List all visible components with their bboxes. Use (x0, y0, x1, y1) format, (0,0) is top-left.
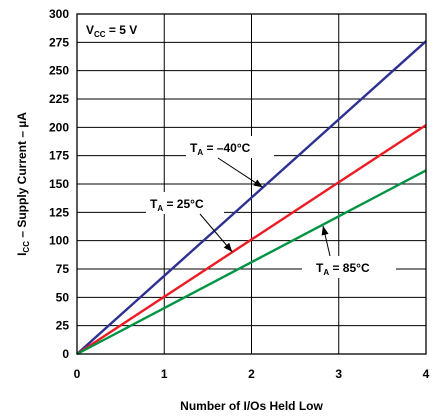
annotation-label-background (302, 256, 396, 278)
title-layer: Number of I/Os Held Low ICC – Supply Curr… (15, 112, 323, 413)
annotation-arrowhead-1 (253, 179, 263, 188)
condition-label-background (82, 18, 160, 40)
annotation-arrowhead-2 (223, 242, 233, 252)
x-tick-label: 3 (335, 367, 342, 381)
y-tick-label: 100 (49, 234, 69, 248)
plot-frame (76, 13, 427, 355)
y-tick-label: 200 (49, 120, 69, 134)
y-tick-label: 175 (49, 149, 69, 163)
y-tick-label: 300 (49, 7, 69, 21)
series-line-2 (76, 124, 427, 356)
frame-layer (76, 13, 427, 355)
y-tick-label: 250 (49, 64, 69, 78)
x-tick-label: 1 (161, 367, 168, 381)
annotation-label-3: TA = 85°C (316, 261, 370, 277)
series-layer (76, 40, 427, 356)
series-line-1 (76, 40, 427, 355)
x-tick-label: 2 (248, 367, 255, 381)
y-tick-label: 125 (49, 205, 69, 219)
y-tick-label: 75 (56, 262, 70, 276)
x-tick-label: 0 (74, 367, 81, 381)
y-tick-label: 150 (49, 177, 69, 191)
y-axis-title: ICC – Supply Current – µA (15, 112, 31, 256)
condition-label: VCC = 5 V (86, 23, 137, 39)
annotation-label-2: TA = 25°C (150, 197, 204, 213)
x-tick-label: 4 (423, 367, 430, 381)
annotation-label-background (186, 136, 274, 158)
series-line-3 (76, 169, 427, 356)
annotation-label-background (146, 192, 224, 214)
y-tick-label: 25 (56, 319, 70, 333)
x-axis-title: Number of I/Os Held Low (180, 399, 323, 413)
grid-layer (77, 14, 426, 354)
annotation-layer: VCC = 5 V TA = –40°C TA = 25°C TA = 85°C (86, 23, 396, 278)
y-tick-label: 225 (49, 92, 69, 106)
y-tick-label: 275 (49, 35, 69, 49)
annotation-label-1: TA = –40°C (190, 141, 251, 157)
tick-layer: 0 25 50 75 100 125 150 175 200 225 250 275 300 0 1 2 3 4 (49, 7, 430, 381)
annotation-arrowhead-3 (321, 225, 329, 236)
y-tick-label: 50 (56, 290, 70, 304)
y-tick-label: 0 (62, 347, 69, 361)
